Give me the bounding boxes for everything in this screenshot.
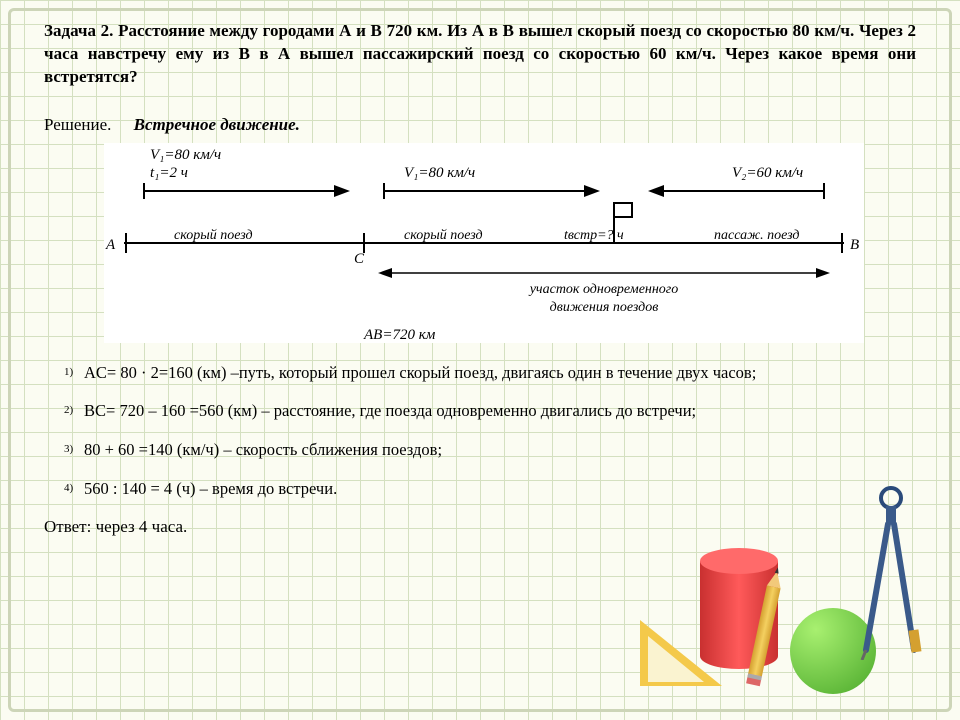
step-text: AC= 80 · 2=160 (км) –путь, который проше… — [84, 363, 916, 384]
content-area: Задача 2. Расстояние между городами А и … — [44, 20, 916, 537]
solution-heading: Решение. Встречное движение. — [44, 115, 916, 135]
step-num: 1) — [64, 363, 84, 384]
solution-steps: 1) AC= 80 · 2=160 (км) –путь, который пр… — [64, 363, 916, 500]
step-num: 2) — [64, 401, 84, 422]
diag-section: участок одновременного — [528, 282, 679, 297]
step-1: 1) AC= 80 · 2=160 (км) –путь, который пр… — [64, 363, 916, 384]
diagram: V₁=80 км/ч t₁=2 ч V₁=80 км/ч V₂=60 км/ч … — [104, 143, 864, 343]
step-text: 80 + 60 =140 (км/ч) – скорость сближения… — [84, 440, 916, 461]
diag-label2: скорый поезд — [404, 228, 483, 243]
diag-v1: V₁=80 км/ч — [150, 147, 221, 163]
answer-label: Ответ: — [44, 517, 91, 536]
compass-shape — [856, 480, 926, 660]
step-num: 4) — [64, 479, 84, 500]
step-4: 4) 560 : 140 = 4 (ч) – время до встречи. — [64, 479, 916, 500]
solution-title: Встречное движение. — [134, 115, 300, 134]
diag-B: B — [850, 237, 859, 253]
diag-ab: AB=720 км — [363, 327, 436, 343]
problem-title: Задача 2. — [44, 21, 113, 40]
answer-text: через 4 часа. — [96, 517, 188, 536]
solution-label: Решение. — [44, 115, 111, 134]
step-text: 560 : 140 = 4 (ч) – время до встречи. — [84, 479, 916, 500]
step-text: BC= 720 – 160 =560 (км) – расстояние, гд… — [84, 401, 916, 422]
diag-C: C — [354, 251, 365, 267]
diag-label3: пассаж. поезд — [714, 228, 799, 243]
diag-tmeet: tвстр=? ч — [564, 228, 624, 243]
diag-t1: t₁=2 ч — [150, 165, 188, 181]
step-2: 2) BC= 720 – 160 =560 (км) – расстояние,… — [64, 401, 916, 422]
answer: Ответ: через 4 часа. — [44, 517, 916, 537]
diag-v1b: V₁=80 км/ч — [404, 165, 475, 181]
diag-A: A — [105, 237, 116, 253]
triangle-ruler-inner — [648, 636, 704, 682]
step-num: 3) — [64, 440, 84, 461]
problem-statement: Задача 2. Расстояние между городами А и … — [44, 20, 916, 89]
diag-section2: движения поездов — [550, 300, 659, 315]
step-3: 3) 80 + 60 =140 (км/ч) – скорость сближе… — [64, 440, 916, 461]
problem-text: Расстояние между городами А и В 720 км. … — [44, 21, 916, 86]
diag-v2: V₂=60 км/ч — [732, 165, 803, 181]
diag-label1: скорый поезд — [174, 228, 253, 243]
